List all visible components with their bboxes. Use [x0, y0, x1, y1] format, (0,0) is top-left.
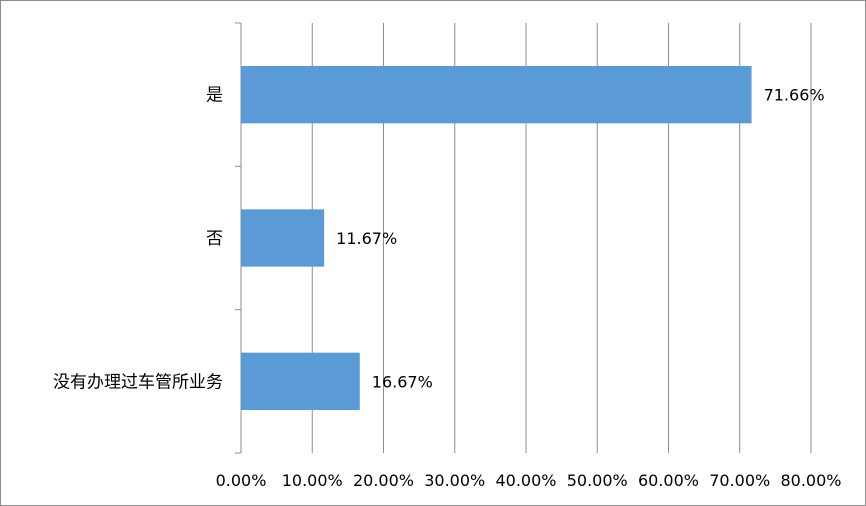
x-tick-label: 10.00% [282, 471, 343, 490]
x-tick-label: 80.00% [780, 471, 841, 490]
x-tick-label: 30.00% [424, 471, 485, 490]
data-label: 11.67% [336, 229, 397, 248]
x-tick-label: 20.00% [353, 471, 414, 490]
data-label: 16.67% [372, 372, 433, 391]
data-label: 71.66% [764, 86, 825, 105]
x-tick-label: 70.00% [709, 471, 770, 490]
category-label: 否 [206, 229, 223, 249]
bar [241, 209, 325, 267]
x-tick-label: 40.00% [495, 471, 556, 490]
bar [241, 66, 752, 124]
x-tick-label: 60.00% [638, 471, 699, 490]
labels: 0.00% 10.00% 20.00% 30.00% 40.00% 50.00% 60.00… [53, 86, 842, 490]
x-tick-label: 50.00% [567, 471, 628, 490]
bar [241, 352, 360, 410]
category-label: 没有办理过车管所业务 [53, 372, 223, 392]
bars [241, 66, 752, 410]
category-axis [235, 22, 242, 454]
x-tick-label: 0.00% [216, 471, 267, 490]
category-label: 是 [206, 86, 223, 106]
